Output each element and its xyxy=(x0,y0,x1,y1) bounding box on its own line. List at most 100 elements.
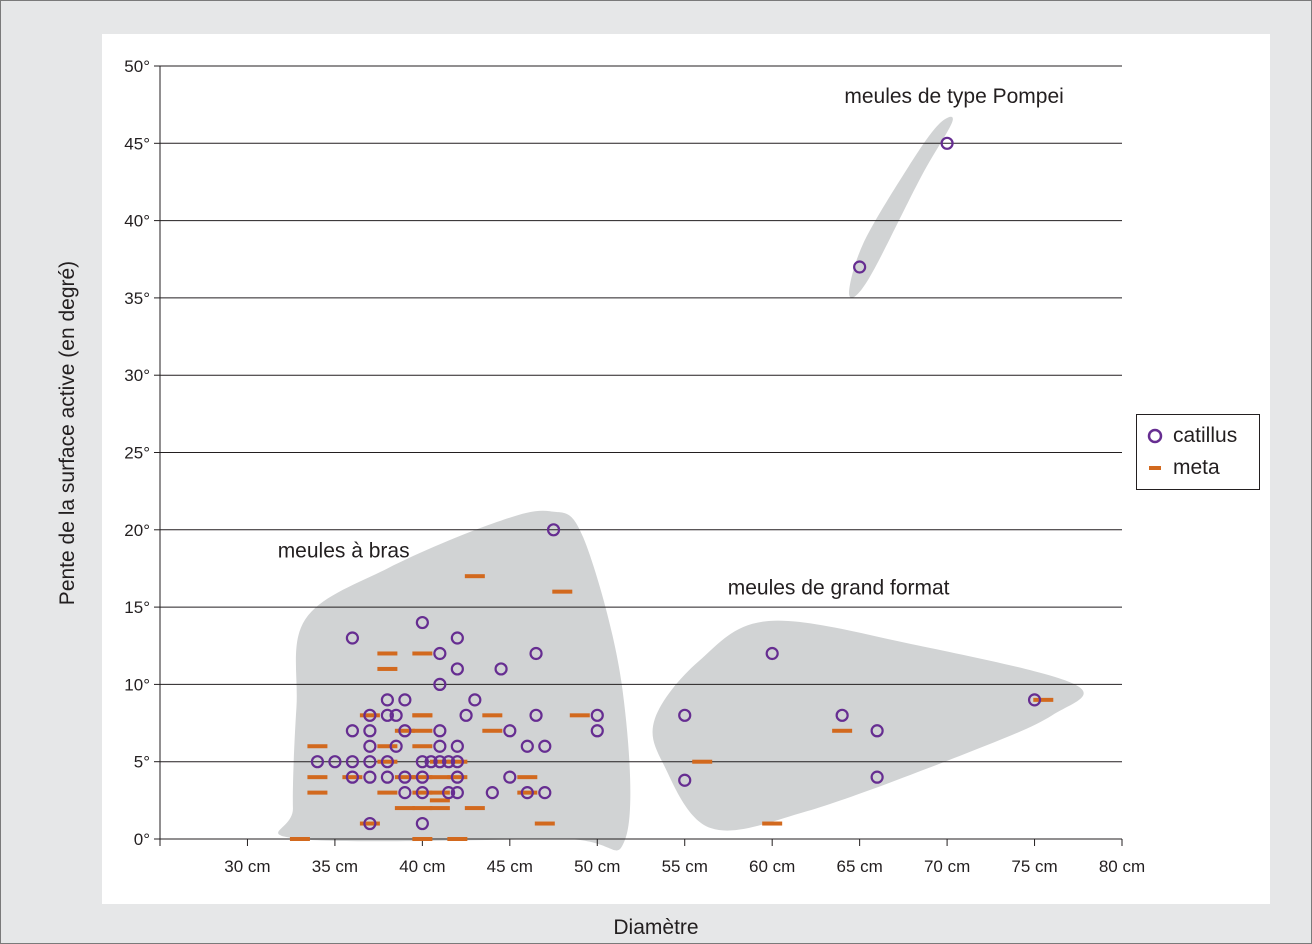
catillus-point xyxy=(494,662,508,676)
catillus-point xyxy=(398,724,412,738)
catillus-point xyxy=(310,755,325,769)
meta-point xyxy=(412,837,433,841)
meta-point xyxy=(692,759,713,764)
catillus-point xyxy=(415,615,429,630)
meta-point xyxy=(832,728,853,733)
catillus-point xyxy=(590,724,604,738)
x-tick-label: 60 cm xyxy=(749,857,795,876)
y-tick-label: 20° xyxy=(124,521,150,540)
x-tick-label: 50 cm xyxy=(574,857,620,876)
meta-point xyxy=(394,806,415,811)
meta-point xyxy=(412,713,433,718)
meta-point xyxy=(377,759,398,764)
catillus-point xyxy=(835,708,849,722)
meta-point xyxy=(429,798,450,803)
meta-point xyxy=(464,806,485,811)
catillus-point xyxy=(459,708,473,722)
legend: catillus meta xyxy=(1136,414,1260,490)
catillus-point xyxy=(678,708,692,722)
meta-point xyxy=(534,821,555,826)
catillus-point xyxy=(678,773,692,787)
catillus-point xyxy=(415,770,429,784)
annotation-label: meules à bras xyxy=(278,540,410,563)
catillus-point xyxy=(765,646,779,661)
dash-marker-icon xyxy=(1149,466,1161,470)
meta-point xyxy=(289,837,310,841)
meta-point xyxy=(447,775,468,780)
meta-point xyxy=(447,759,468,764)
catillus-point xyxy=(433,646,447,661)
meta-point xyxy=(429,775,450,780)
meta-point xyxy=(412,728,433,733)
y-tick-label: 5° xyxy=(134,753,150,772)
x-tick-label: 55 cm xyxy=(662,857,708,876)
y-axis-label: Pente de la surface active (en degré) xyxy=(56,260,79,606)
catillus-point xyxy=(380,770,394,784)
annotation-label: meules de grand format xyxy=(728,577,950,600)
catillus-point xyxy=(363,755,377,769)
region-1 xyxy=(849,116,953,298)
x-tick-label: 40 cm xyxy=(399,857,445,876)
meta-point xyxy=(552,589,573,594)
catillus-point xyxy=(433,755,447,769)
catillus-point xyxy=(503,724,517,738)
catillus-point xyxy=(870,770,884,784)
meta-point xyxy=(1033,697,1054,702)
x-tick-label: 80 cm xyxy=(1099,857,1145,876)
catillus-point xyxy=(538,786,552,800)
catillus-point xyxy=(433,724,447,738)
x-tick-label: 30 cm xyxy=(224,857,270,876)
meta-point xyxy=(307,775,328,780)
meta-point xyxy=(412,806,433,811)
legend-item-meta: meta xyxy=(1145,453,1220,483)
catillus-point xyxy=(442,786,456,800)
meta-point xyxy=(482,713,503,718)
meta-point xyxy=(377,744,398,749)
catillus-point xyxy=(1027,693,1042,707)
catillus-point xyxy=(520,739,534,753)
catillus-point xyxy=(363,770,377,784)
meta-point xyxy=(517,775,538,780)
tick-labels: 0° 5° 10° 15° 20° 25° 30° 35° 40° 45° 50° 30 cm 35 c… xyxy=(124,57,1145,876)
meta-point xyxy=(447,837,468,841)
y-tick-label: 35° xyxy=(124,289,150,308)
meta-point xyxy=(359,713,380,718)
meta-point xyxy=(394,728,415,733)
catillus-point xyxy=(363,708,377,722)
catillus-point xyxy=(520,786,534,800)
y-tick-label: 10° xyxy=(124,675,150,694)
meta-point xyxy=(377,790,398,795)
y-tick-label: 25° xyxy=(124,444,150,463)
data-points xyxy=(289,136,1054,841)
x-tick-label: 75 cm xyxy=(1011,857,1057,876)
x-tick-label: 35 cm xyxy=(312,857,358,876)
catillus-point xyxy=(415,755,429,769)
catillus-point xyxy=(363,724,377,738)
y-tick-label: 0° xyxy=(134,830,150,849)
catillus-point xyxy=(450,786,464,800)
catillus-point xyxy=(345,755,359,769)
catillus-point xyxy=(328,755,342,769)
catillus-point xyxy=(485,786,499,800)
legend-label-meta: meta xyxy=(1173,456,1220,479)
meta-point xyxy=(342,775,363,780)
catillus-point xyxy=(538,739,552,753)
catillus-point xyxy=(389,708,403,722)
catillus-point xyxy=(853,260,867,274)
meta-point xyxy=(482,728,503,733)
x-tick-label: 65 cm xyxy=(836,857,882,876)
catillus-point xyxy=(398,770,412,784)
meta-point xyxy=(569,713,590,718)
catillus-point xyxy=(870,724,884,738)
catillus-point xyxy=(442,755,456,769)
catillus-point xyxy=(450,631,464,645)
catillus-point xyxy=(380,755,394,769)
y-tick-label: 50° xyxy=(124,57,150,76)
x-axis-label: Diamètre xyxy=(613,916,699,939)
meta-point xyxy=(307,744,328,749)
catillus-point xyxy=(450,739,464,753)
legend-label-catillus: catillus xyxy=(1173,424,1238,447)
catillus-point xyxy=(380,708,394,722)
meta-point xyxy=(429,806,450,811)
catillus-point xyxy=(529,708,543,722)
